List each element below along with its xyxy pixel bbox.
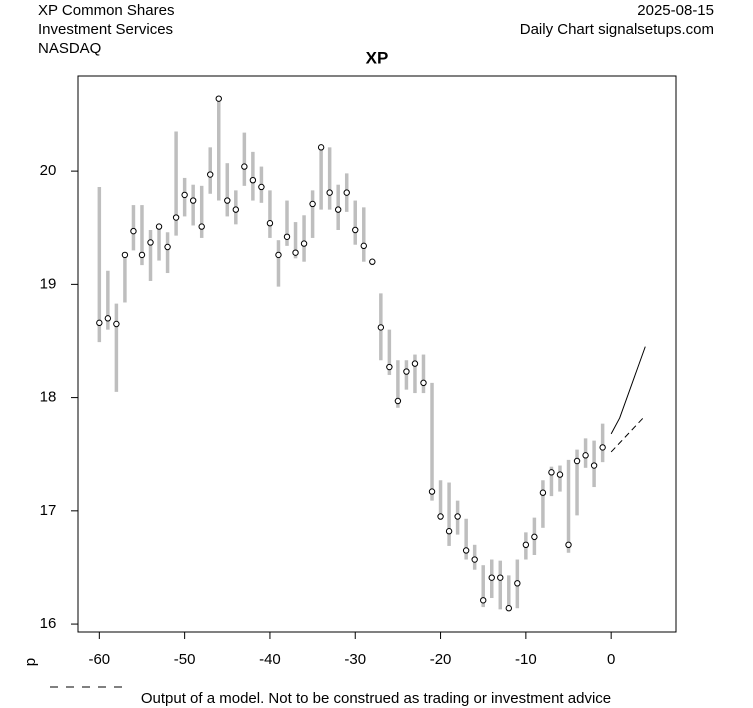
close-point: [198, 223, 205, 230]
x-tick-label: 0: [607, 651, 615, 668]
close-point: [104, 315, 112, 322]
header-right: 2025-08-15: [637, 2, 714, 19]
footer: Output of a model. Not to be construed a…: [141, 690, 611, 707]
close-point: [437, 513, 444, 520]
plot-frame: [77, 75, 677, 633]
close-point: [428, 488, 436, 495]
close-point: [317, 144, 325, 151]
close-point: [343, 189, 350, 196]
close-point: [394, 397, 402, 405]
close-point: [207, 171, 214, 178]
close-point: [590, 462, 598, 469]
close-point: [352, 226, 359, 234]
close-point: [471, 556, 478, 563]
close-point: [454, 513, 461, 520]
close-point: [130, 227, 137, 235]
y-tick-label: 20: [40, 162, 57, 179]
forecast-line: [610, 415, 646, 453]
close-point: [113, 320, 120, 328]
close-point: [522, 541, 530, 549]
close-point: [249, 176, 257, 184]
x-tick-label: -10: [515, 651, 537, 668]
close-point: [224, 197, 231, 204]
header-right: Daily Chart signalsetups.com: [520, 21, 714, 38]
close-point: [411, 360, 419, 367]
chart-title: XP: [366, 48, 389, 67]
close-point: [292, 249, 299, 256]
x-tick-label: -60: [88, 651, 110, 668]
close-point: [309, 200, 316, 208]
close-point: [488, 574, 495, 581]
close-point: [334, 206, 342, 213]
close-point: [164, 243, 171, 251]
close-point: [147, 239, 154, 246]
close-point: [548, 469, 555, 476]
close-point: [215, 95, 222, 102]
close-point: [531, 533, 538, 541]
close-point: [539, 489, 547, 496]
close-point: [283, 233, 291, 240]
header-left: Investment Services: [38, 21, 173, 38]
close-point: [599, 444, 606, 451]
close-point: [189, 197, 197, 204]
close-point: [377, 324, 385, 331]
close-point: [138, 251, 146, 259]
close-point: [155, 223, 163, 230]
close-point: [565, 541, 572, 549]
close-point: [582, 452, 589, 459]
forecast-line: [610, 346, 646, 435]
close-point: [326, 189, 333, 196]
close-point: [445, 528, 453, 535]
close-point: [266, 220, 274, 227]
y-tick-label: 16: [40, 615, 57, 632]
close-point: [505, 605, 512, 612]
close-point: [573, 457, 581, 465]
close-point: [172, 214, 180, 221]
close-point: [360, 242, 367, 250]
close-point: [96, 319, 103, 327]
close-point: [300, 240, 308, 247]
header-left: NASDAQ: [38, 40, 101, 57]
close-point: [403, 368, 410, 375]
side-label: d: [23, 658, 40, 666]
close-point: [497, 574, 504, 581]
close-point: [181, 191, 188, 199]
close-point: [514, 580, 521, 587]
close-point: [241, 163, 248, 170]
x-tick-label: -40: [259, 651, 281, 668]
close-point: [420, 379, 427, 387]
close-point: [480, 597, 487, 604]
y-tick-label: 19: [40, 275, 57, 292]
close-point: [121, 251, 129, 259]
close-point: [258, 183, 265, 191]
close-point: [386, 363, 393, 371]
header-left: XP Common Shares: [38, 2, 174, 19]
y-tick-label: 18: [40, 389, 57, 406]
x-tick-label: -50: [174, 651, 196, 668]
close-point: [275, 251, 282, 259]
close-point: [556, 471, 564, 478]
close-point: [369, 258, 376, 265]
x-tick-label: -20: [430, 651, 452, 668]
x-tick-label: -30: [344, 651, 366, 668]
close-point: [462, 547, 470, 554]
y-tick-label: 17: [40, 502, 57, 519]
close-point: [232, 206, 240, 213]
